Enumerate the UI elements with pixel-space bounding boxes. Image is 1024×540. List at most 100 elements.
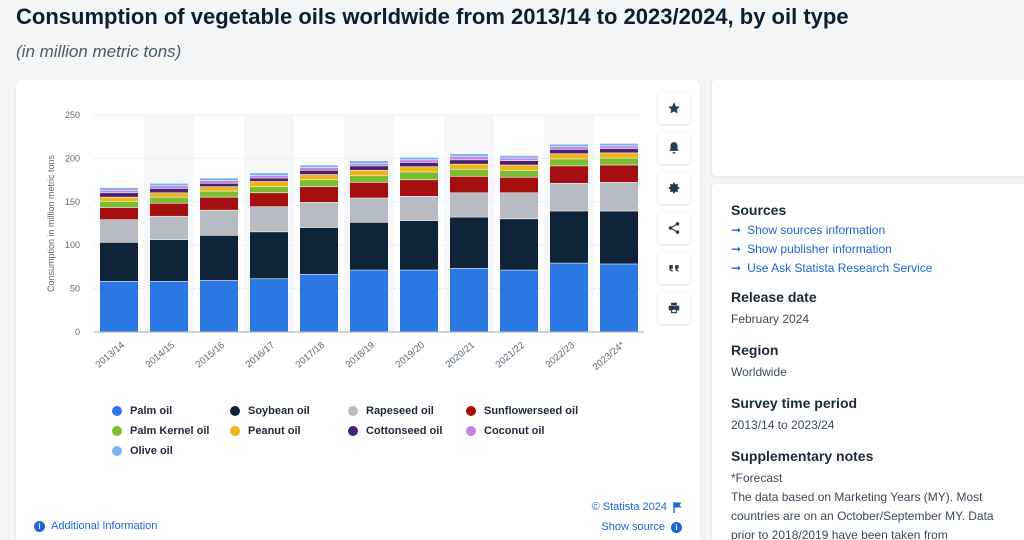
bar-segment bbox=[550, 183, 588, 211]
bar-segment bbox=[450, 193, 488, 217]
statistic-info-panel: Sources ➞ Show sources information ➞ Sho… bbox=[712, 184, 1024, 540]
bar-segment bbox=[250, 187, 288, 193]
legend-marker bbox=[466, 426, 476, 436]
page-subtitle: (in million metric tons) bbox=[16, 42, 182, 61]
bar-segment bbox=[200, 180, 238, 183]
bar-segment bbox=[150, 197, 188, 203]
sources-info-label: Show sources information bbox=[747, 223, 886, 237]
bar-segment bbox=[250, 173, 288, 176]
legend-item[interactable]: Sunflowerseed oil bbox=[466, 405, 578, 417]
arrow-right-icon: ➞ bbox=[731, 223, 742, 237]
flag-icon bbox=[673, 501, 682, 513]
legend-marker bbox=[230, 406, 240, 416]
bar-segment bbox=[500, 270, 538, 332]
legend-label: Rapeseed oil bbox=[366, 405, 434, 417]
print-button[interactable] bbox=[658, 292, 690, 324]
research-service-link[interactable]: ➞ Use Ask Statista Research Service bbox=[731, 261, 1024, 275]
bar-segment bbox=[150, 216, 188, 240]
bar-segment bbox=[300, 187, 338, 203]
x-tick-label: 2014/15 bbox=[144, 340, 177, 371]
bar-segment bbox=[200, 280, 238, 332]
bar-segment bbox=[400, 162, 438, 167]
chart-card: 0 50 100 150 200 250 Consumption in million me… bbox=[16, 80, 700, 540]
statista-credit[interactable]: © Statista 2024 bbox=[592, 501, 682, 513]
bar-segment bbox=[350, 175, 388, 183]
sources-info-link[interactable]: ➞ Show sources information bbox=[731, 223, 1024, 237]
cite-button[interactable] bbox=[658, 252, 690, 284]
bar-segment bbox=[450, 164, 488, 170]
sources-heading: Sources bbox=[731, 202, 787, 218]
bar-segment bbox=[250, 175, 288, 178]
legend-item[interactable]: Palm oil bbox=[112, 405, 172, 417]
share-button[interactable] bbox=[658, 212, 690, 244]
bar-segment bbox=[600, 148, 638, 153]
bar-segment bbox=[400, 180, 438, 196]
x-tick-label: 2016/17 bbox=[244, 340, 277, 371]
bar-segment bbox=[200, 187, 238, 191]
legend-item[interactable]: Soybean oil bbox=[230, 405, 310, 417]
research-service-label: Use Ask Statista Research Service bbox=[747, 261, 933, 275]
bar-segment bbox=[450, 217, 488, 269]
bar-segment bbox=[550, 211, 588, 263]
bar-segment bbox=[300, 180, 338, 187]
y-tick-label: 250 bbox=[65, 110, 80, 120]
bar-segment bbox=[400, 157, 438, 160]
bar-segment bbox=[100, 190, 138, 193]
bar-segment bbox=[500, 165, 538, 170]
notification-button[interactable] bbox=[658, 132, 690, 164]
bar-segment bbox=[350, 182, 388, 198]
survey-period-value: 2013/14 to 2023/24 bbox=[731, 418, 835, 432]
bar-segment bbox=[300, 274, 338, 332]
legend-item[interactable]: Coconut oil bbox=[466, 425, 545, 437]
legend-item[interactable]: Olive oil bbox=[112, 445, 173, 457]
bar-segment bbox=[500, 219, 538, 270]
bar-segment bbox=[250, 178, 288, 182]
additional-information-link[interactable]: i Additional Information bbox=[34, 520, 157, 532]
bar-segment bbox=[550, 149, 588, 154]
x-tick-label: 2017/18 bbox=[294, 340, 327, 371]
y-tick-label: 200 bbox=[65, 153, 80, 163]
favorite-button[interactable] bbox=[658, 92, 690, 124]
x-tick-label: 2021/22 bbox=[494, 340, 527, 371]
bar-segment bbox=[300, 165, 338, 168]
show-source-link[interactable]: Show source i bbox=[601, 521, 682, 533]
bar-segment bbox=[400, 172, 438, 180]
bar-segment bbox=[100, 187, 138, 190]
legend-item[interactable]: Cottonseed oil bbox=[348, 425, 442, 437]
bar-segment bbox=[450, 268, 488, 332]
release-date-value: February 2024 bbox=[731, 312, 810, 326]
bar-segment bbox=[550, 263, 588, 332]
bar-segment bbox=[400, 167, 438, 172]
publisher-info-link[interactable]: ➞ Show publisher information bbox=[731, 242, 1024, 256]
bar-segment bbox=[150, 183, 188, 186]
legend-item[interactable]: Palm Kernel oil bbox=[112, 425, 209, 437]
bar-segment bbox=[150, 188, 188, 193]
arrow-right-icon: ➞ bbox=[731, 261, 742, 275]
legend-marker bbox=[348, 426, 358, 436]
legend-label: Soybean oil bbox=[248, 405, 310, 417]
legend-item[interactable]: Peanut oil bbox=[230, 425, 301, 437]
x-tick-label: 2020/21 bbox=[444, 340, 477, 371]
blank-card bbox=[712, 80, 1024, 176]
legend-marker bbox=[348, 406, 358, 416]
x-tick-label: 2018/19 bbox=[344, 340, 377, 371]
legend-item[interactable]: Rapeseed oil bbox=[348, 405, 434, 417]
credit-text: © Statista 2024 bbox=[591, 501, 667, 513]
y-tick-label: 150 bbox=[65, 197, 80, 207]
bar-segment bbox=[600, 146, 638, 149]
bar-segment bbox=[400, 270, 438, 332]
y-tick-label: 50 bbox=[70, 284, 80, 294]
bar-segment bbox=[500, 158, 538, 161]
region-heading: Region bbox=[731, 342, 779, 358]
bar-segment bbox=[150, 281, 188, 332]
bar-segment bbox=[550, 159, 588, 166]
bar-segment bbox=[100, 197, 138, 202]
bar-segment bbox=[250, 279, 288, 332]
bar-segment bbox=[400, 196, 438, 221]
bar-segment bbox=[300, 174, 338, 180]
settings-button[interactable] bbox=[658, 172, 690, 204]
bar-segment bbox=[350, 198, 388, 223]
bar-segment bbox=[200, 210, 238, 236]
bar-segment bbox=[550, 144, 588, 147]
legend-marker bbox=[466, 406, 476, 416]
